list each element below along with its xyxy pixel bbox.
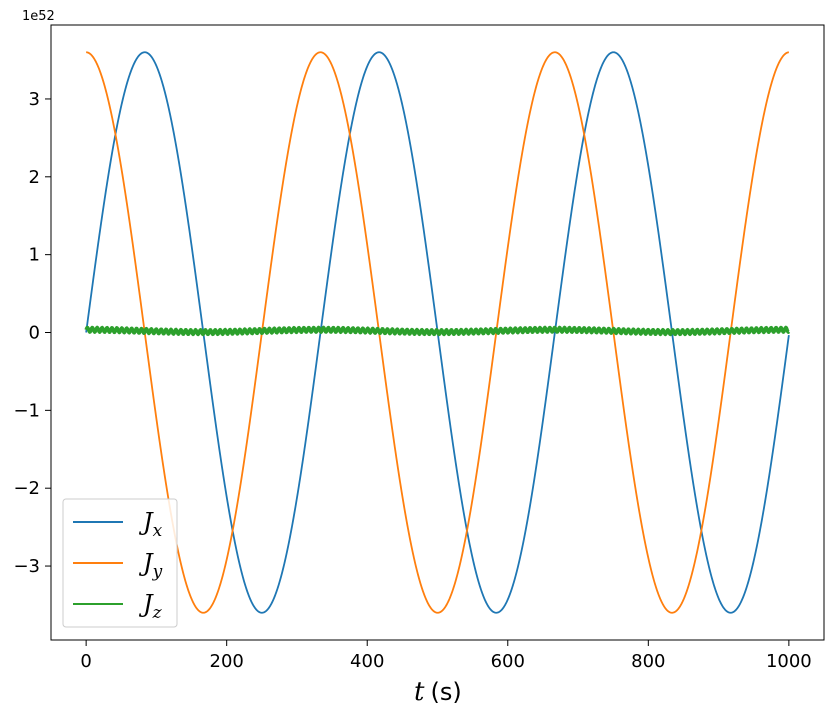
y-tick-label: 1 [29, 245, 40, 266]
y-tick-label: −1 [13, 400, 40, 421]
y-tick-label: 0 [29, 323, 40, 344]
x-axis-label-symbol: t [414, 677, 425, 707]
x-tick-label: 600 [491, 651, 525, 672]
x-tick-label: 1000 [766, 651, 812, 672]
legend-label-subscript: z [152, 603, 163, 623]
x-axis-label: t (s) [414, 677, 462, 707]
y-tick-label: 3 [29, 89, 40, 110]
y-scale-label: 1e52 [22, 9, 55, 24]
series-layer [84, 51, 791, 614]
x-tick-label: 800 [631, 651, 665, 672]
y-tick-label: −2 [13, 478, 40, 499]
series-line-z [84, 325, 791, 337]
legend-label-subscript: x [153, 521, 163, 541]
x-tick-label: 200 [210, 651, 244, 672]
y-tick-label: 2 [29, 167, 40, 188]
legend-label-subscript: y [152, 562, 163, 582]
x-axis: 0 200 400 600 800 1000 [80, 640, 812, 672]
series-line-y [85, 51, 790, 614]
x-tick-label: 400 [350, 651, 384, 672]
x-tick-label: 0 [80, 651, 91, 672]
x-axis-label-unit: (s) [430, 678, 461, 706]
y-tick-label: −3 [13, 556, 40, 577]
y-axis: −3 −2 −1 0 1 2 3 [13, 89, 51, 577]
